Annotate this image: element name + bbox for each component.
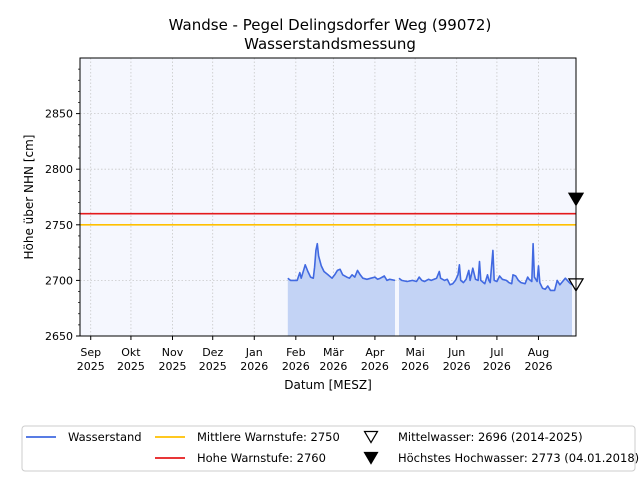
x-tick-label-year: 2026 — [319, 360, 347, 373]
x-tick-label-year: 2026 — [282, 360, 310, 373]
y-tick-label: 2650 — [45, 330, 73, 343]
water-level-line — [398, 242, 573, 292]
legend-mean-water-label: Mittelwasser: 2696 (2014-2025) — [398, 430, 583, 444]
x-tick-label-month: Mai — [405, 346, 424, 359]
x-tick-label-month: Feb — [286, 346, 305, 359]
y-tick-label: 2800 — [45, 163, 73, 176]
legend-high-warning-label: Hohe Warnstufe: 2760 — [197, 451, 326, 465]
x-tick-label-year: 2026 — [443, 360, 471, 373]
x-tick-label-month: Sep — [80, 346, 101, 359]
x-tick-label-year: 2025 — [117, 360, 145, 373]
water-level-area — [399, 243, 572, 336]
x-tick-label-month: Aug — [528, 346, 549, 359]
x-tick-label-month: Jun — [447, 346, 465, 359]
y-tick-label: 2700 — [45, 274, 73, 287]
data-layer — [80, 192, 585, 336]
x-tick-label-year: 2025 — [199, 360, 227, 373]
x-tick-label-year: 2026 — [483, 360, 511, 373]
x-tick-label-month: Okt — [121, 346, 141, 359]
legend-mean-water-swatch — [363, 430, 379, 444]
x-tick-label-year: 2026 — [401, 360, 429, 373]
legend-highest-flood-label: Höchstes Hochwasser: 2773 (04.01.2018) — [398, 451, 639, 465]
y-tick-label: 2850 — [45, 108, 73, 121]
x-tick-label-year: 2026 — [361, 360, 389, 373]
x-tick-label-month: Nov — [162, 346, 184, 359]
water-level-area — [287, 243, 395, 336]
x-tick-label-month: Apr — [365, 346, 385, 359]
x-tick-label-month: Jan — [245, 346, 263, 359]
legend: Wasserstand Mittlere Warnstufe: 2750 Hohe … — [21, 425, 639, 472]
x-tick-label-year: 2026 — [524, 360, 552, 373]
chart-subtitle: Wasserstandsmessung — [244, 35, 416, 53]
x-tick-label-year: 2025 — [158, 360, 186, 373]
axes: 26502700275028002850Sep2025Okt2025Nov202… — [45, 68, 552, 373]
x-tick-label-year: 2026 — [240, 360, 268, 373]
water-level-line — [287, 242, 396, 282]
x-tick-label-month: Dez — [202, 346, 223, 359]
plot-frame — [79, 57, 577, 337]
x-axis-label: Datum [MESZ] — [284, 378, 372, 392]
x-tick-label-month: Mär — [323, 346, 344, 359]
legend-wasserstand-label: Wasserstand — [68, 430, 142, 444]
legend-medium-warning-label: Mittlere Warnstufe: 2750 — [197, 430, 340, 444]
chart-title: Wandse - Pegel Delingsdorfer Weg (99072) — [169, 16, 492, 34]
y-axis-label: Höhe über NHN [cm] — [22, 135, 36, 260]
legend-highest-flood-swatch — [363, 451, 379, 465]
x-tick-label-month: Jul — [489, 346, 503, 359]
x-tick-label-year: 2025 — [77, 360, 105, 373]
y-tick-label: 2750 — [45, 219, 73, 232]
